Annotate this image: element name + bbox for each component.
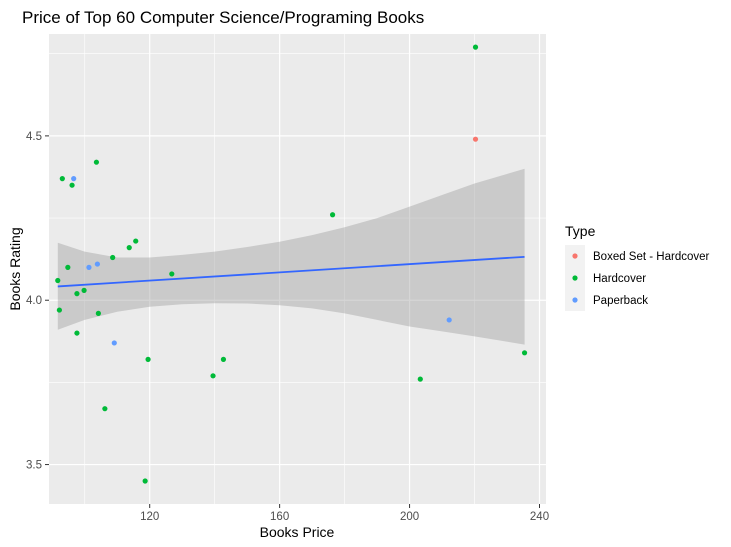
data-point xyxy=(65,264,71,270)
data-point xyxy=(71,176,77,182)
data-point xyxy=(126,245,132,251)
data-point xyxy=(133,238,139,244)
x-axis-ticks: 120 160 200 240 xyxy=(140,504,549,523)
data-point xyxy=(95,310,101,316)
data-point xyxy=(56,307,62,313)
legend-label: Hardcover xyxy=(593,273,646,285)
data-point xyxy=(86,264,92,270)
x-axis-title: Books Price xyxy=(260,524,335,540)
confidence-band xyxy=(57,168,525,345)
legend-title: Type xyxy=(565,223,596,239)
legend-key-dot xyxy=(572,253,578,259)
x-tick-label: 120 xyxy=(140,511,159,523)
data-point xyxy=(329,212,336,218)
data-point xyxy=(417,376,423,382)
legend-label: Boxed Set - Hardcover xyxy=(593,251,710,263)
y-axis-ticks: 3.5 4.0 4.5 xyxy=(26,131,49,472)
data-point xyxy=(102,406,108,412)
legend-key-dot xyxy=(572,297,578,303)
data-point xyxy=(521,350,528,356)
data-point xyxy=(55,277,61,284)
points-layer xyxy=(55,44,528,484)
trend-line xyxy=(57,255,525,288)
data-point xyxy=(93,159,100,165)
data-point xyxy=(94,261,101,267)
data-point xyxy=(74,291,80,297)
legend-label: Paperback xyxy=(593,295,648,307)
data-point xyxy=(210,373,216,379)
data-point xyxy=(472,136,479,142)
legend: Type Boxed Set - Hardcover Hardcover Paper… xyxy=(565,223,710,311)
data-point xyxy=(142,478,148,484)
data-point xyxy=(446,317,452,323)
y-tick-label: 3.5 xyxy=(26,460,42,472)
data-point xyxy=(472,44,479,50)
data-point xyxy=(74,330,80,336)
x-tick-label: 160 xyxy=(270,511,289,523)
plot-panel xyxy=(49,34,546,504)
trend-line-layer xyxy=(57,255,525,288)
data-point xyxy=(69,182,75,188)
grid-major xyxy=(49,34,546,504)
data-point xyxy=(59,176,65,182)
data-point xyxy=(81,287,87,293)
legend-key-dot xyxy=(572,275,578,281)
data-point xyxy=(111,340,117,346)
confidence-band-layer xyxy=(57,168,525,345)
x-tick-label: 240 xyxy=(530,511,549,523)
data-point xyxy=(169,271,175,277)
y-axis-title: Books Rating xyxy=(7,227,23,310)
y-tick-label: 4.0 xyxy=(26,295,42,307)
y-tick-label: 4.5 xyxy=(26,131,42,143)
chart-title: Price of Top 60 Computer Science/Program… xyxy=(22,8,424,27)
data-point xyxy=(220,356,227,362)
data-point xyxy=(145,356,151,362)
data-point xyxy=(110,254,116,261)
x-tick-label: 200 xyxy=(400,511,419,523)
